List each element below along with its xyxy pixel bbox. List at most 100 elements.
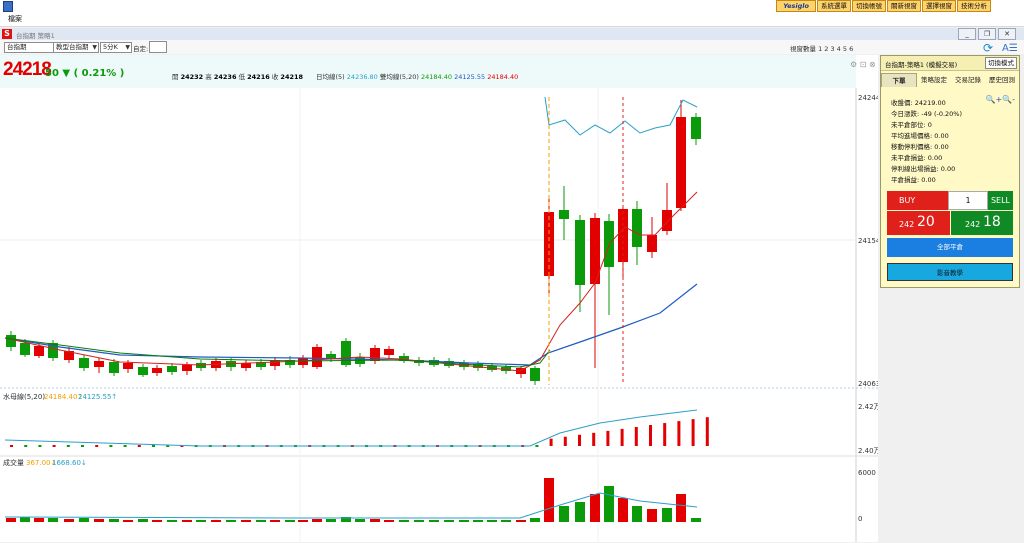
volume-bar <box>256 520 266 522</box>
volume-bar <box>298 520 308 522</box>
toolbar: 台指期 ▼ 教型台指期▼ 5分K ▼ 自定: 視窗數量 1 2 3 4 5 6 <box>0 40 1024 54</box>
volume-bar <box>152 520 162 522</box>
menu-file[interactable]: 檔案 <box>8 15 22 23</box>
volume-bar <box>341 517 351 522</box>
volume-bar <box>196 520 206 522</box>
contract-select[interactable]: 教型台指期 ▼ <box>53 42 99 53</box>
bid-price-button[interactable]: 242 20 <box>887 211 950 235</box>
volume-bar <box>241 520 251 522</box>
chevron-down-icon: ▼ <box>125 44 130 51</box>
indicator-bar <box>578 434 581 446</box>
sub1-value-1: 24184.40↑ <box>44 393 83 401</box>
indicator-bar <box>10 445 13 447</box>
symbol-select-value: 台指期 <box>7 43 27 51</box>
info-realized-pl: 平倉損益: 0.00 <box>891 176 936 184</box>
tab-order[interactable]: 下單 <box>881 73 917 87</box>
close-all-button[interactable]: 全部平倉 <box>887 238 1013 257</box>
settings-list-icon[interactable]: A☰ <box>1002 43 1018 54</box>
quantity-input[interactable]: 1 <box>948 191 988 210</box>
candle <box>312 347 322 367</box>
tab-trade-log[interactable]: 交易記錄 <box>955 76 981 84</box>
volume-bar <box>94 519 104 522</box>
candle <box>341 341 351 365</box>
volume-bar <box>182 520 192 522</box>
chevron-down-icon: ▼ <box>92 44 97 51</box>
info-close-price: 收盤價: 24219.00 <box>891 99 946 107</box>
chart-settings-icon[interactable]: ⚙ ⊡ ⊗ <box>850 60 876 69</box>
close-icon[interactable]: ✕ <box>998 28 1016 40</box>
sub2-axis-bottom: 0 <box>858 515 862 523</box>
ma-value: 24236.80 <box>346 73 378 81</box>
system-menu-button[interactable]: 系統選單 <box>817 0 851 12</box>
sub1-value-2: 24125.55↑ <box>78 393 117 401</box>
ask-price-button[interactable]: 242 18 <box>951 211 1013 235</box>
tab-backtest[interactable]: 歷史回測 <box>989 76 1015 84</box>
info-avg-entry: 平均進場價格: 0.00 <box>891 132 949 140</box>
candle <box>473 364 483 368</box>
minimize-icon[interactable]: _ <box>958 28 976 40</box>
last-price: 24218 <box>3 59 52 80</box>
volume-bar <box>384 520 394 522</box>
menu-bar: 檔案 <box>0 12 1024 27</box>
switch-account-button[interactable]: 切換帳號 <box>852 0 886 12</box>
window-controls: _ ❐ ✕ <box>958 28 1016 40</box>
price-axis: 24244 24154 24063 2.42万 2.40万 6000 0 <box>858 94 878 523</box>
candle <box>647 235 657 252</box>
indicator-bar <box>180 445 184 447</box>
volume-bar <box>399 520 409 522</box>
open-value: 24232 <box>180 73 204 81</box>
new-window-button[interactable]: 關新視窗 <box>887 0 921 12</box>
candle <box>575 220 585 285</box>
boll-value-2: 24125.55 <box>454 73 486 81</box>
sell-button[interactable]: SELL <box>988 191 1013 210</box>
contract-select-value: 教型台指期 <box>56 43 89 51</box>
info-daily-change: 今日漲跌: -49 (-0.20%) <box>891 110 963 118</box>
indicator-bar <box>606 430 610 446</box>
custom-interval-input[interactable] <box>149 41 167 53</box>
indicator-bar <box>38 445 42 447</box>
select-window-button[interactable]: 選擇視窗 <box>922 0 956 12</box>
indicator-bar <box>620 428 624 446</box>
trade-panel: 台指期-策略1 (模擬交易) 切換模式 下單 策略設定 交易記錄 歷史回測 🔍+… <box>880 55 1020 288</box>
window-title: 台指期 策略1 <box>16 32 55 40</box>
restore-icon[interactable]: ❐ <box>978 28 996 40</box>
candlestick-chart[interactable]: ⚙ ⊡ ⊗ 24244 24154 24063 2.42万 2.40万 6000… <box>0 55 878 542</box>
tab-strategy[interactable]: 策略設定 <box>921 76 947 84</box>
candle <box>20 343 30 355</box>
indicator-bar <box>705 417 709 446</box>
indicator-bar <box>66 445 70 447</box>
candle <box>559 210 569 219</box>
axis-label-mid: 24154 <box>858 237 878 245</box>
bid-prefix: 242 <box>899 220 915 229</box>
axis-label-bottom: 24063 <box>858 380 878 388</box>
indicator-bar <box>166 445 170 447</box>
refresh-icon[interactable]: ⟳ <box>983 41 994 55</box>
interval-select[interactable]: 5分K ▼ <box>100 42 132 53</box>
volume-bar <box>355 519 365 522</box>
volume-bar <box>64 519 74 522</box>
buy-button[interactable]: BUY <box>887 191 948 210</box>
video-tutorial-button[interactable]: 影音教學 <box>887 263 1013 281</box>
window-logo-icon: S <box>2 29 12 39</box>
high-label: 高 <box>205 73 212 81</box>
indicator-bar <box>152 445 155 447</box>
volume-bar <box>270 520 280 522</box>
ohlc-readout: 開 24232 高 24236 低 24216 收 24218 <box>172 71 303 81</box>
volume-bar <box>618 498 628 522</box>
zoom-icon[interactable]: 🔍+🔍- <box>985 95 1015 104</box>
sub1-label: 水母線(5,20) <box>3 392 45 401</box>
indicator-bar <box>649 425 652 446</box>
yesiglo-logo-button[interactable]: Yesiglo <box>776 0 816 12</box>
candle <box>501 367 511 371</box>
candle <box>123 363 133 369</box>
candle <box>94 361 104 367</box>
switch-mode-button[interactable]: 切換模式 <box>985 57 1017 69</box>
volume-bar <box>109 519 119 522</box>
boll-value-1: 24184.40 <box>421 73 453 81</box>
candle <box>676 117 686 208</box>
volume-bar <box>473 520 483 522</box>
ma-line-red <box>4 191 698 372</box>
indicator-bar <box>81 445 84 447</box>
technical-analysis-button[interactable]: 技術分析 <box>957 0 991 12</box>
high-value: 24236 <box>213 73 237 81</box>
